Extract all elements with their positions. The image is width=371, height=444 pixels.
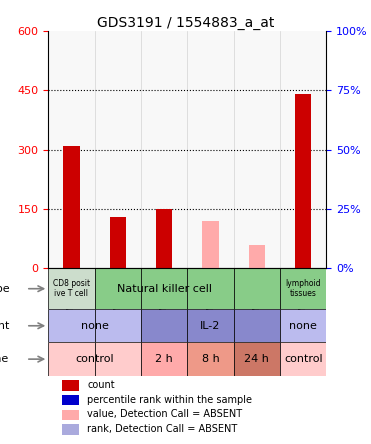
Text: value, Detection Call = ABSENT: value, Detection Call = ABSENT: [87, 409, 242, 420]
Text: agent: agent: [0, 321, 9, 331]
Text: percentile rank within the sample: percentile rank within the sample: [87, 395, 252, 404]
Bar: [62, 410, 79, 420]
Text: 8 h: 8 h: [202, 354, 219, 364]
FancyBboxPatch shape: [280, 309, 326, 342]
Text: IL-2: IL-2: [200, 321, 221, 331]
Text: none: none: [81, 321, 109, 331]
Bar: [249, 245, 265, 268]
Text: lymphoid
tissues: lymphoid tissues: [285, 279, 321, 298]
Text: 2 h: 2 h: [155, 354, 173, 364]
FancyBboxPatch shape: [95, 342, 141, 376]
FancyBboxPatch shape: [280, 342, 326, 376]
FancyBboxPatch shape: [234, 268, 280, 309]
Bar: [63, 146, 79, 268]
Text: CD8 posit
ive T cell: CD8 posit ive T cell: [53, 279, 90, 298]
FancyBboxPatch shape: [187, 342, 234, 376]
FancyBboxPatch shape: [141, 309, 187, 342]
FancyBboxPatch shape: [48, 268, 95, 309]
Bar: [203, 221, 219, 268]
Bar: [295, 94, 311, 268]
Bar: [156, 209, 172, 268]
FancyBboxPatch shape: [48, 309, 95, 342]
Text: time: time: [0, 354, 9, 364]
FancyBboxPatch shape: [48, 342, 95, 376]
FancyBboxPatch shape: [187, 309, 234, 342]
Text: none: none: [289, 321, 317, 331]
Bar: [62, 380, 79, 391]
Text: GDS3191 / 1554883_a_at: GDS3191 / 1554883_a_at: [97, 16, 274, 30]
Text: rank, Detection Call = ABSENT: rank, Detection Call = ABSENT: [87, 424, 237, 434]
FancyBboxPatch shape: [141, 268, 187, 309]
Text: cell type: cell type: [0, 284, 9, 293]
FancyBboxPatch shape: [95, 268, 141, 309]
Text: Natural killer cell: Natural killer cell: [116, 284, 212, 293]
Text: control: control: [284, 354, 323, 364]
FancyBboxPatch shape: [95, 309, 141, 342]
Bar: [62, 395, 79, 405]
FancyBboxPatch shape: [141, 342, 187, 376]
FancyBboxPatch shape: [280, 268, 326, 309]
FancyBboxPatch shape: [187, 268, 234, 309]
Text: 24 h: 24 h: [244, 354, 269, 364]
Bar: [110, 217, 126, 268]
FancyBboxPatch shape: [234, 342, 280, 376]
Text: control: control: [75, 354, 114, 364]
Bar: [62, 424, 79, 435]
FancyBboxPatch shape: [234, 309, 280, 342]
Text: count: count: [87, 380, 115, 390]
